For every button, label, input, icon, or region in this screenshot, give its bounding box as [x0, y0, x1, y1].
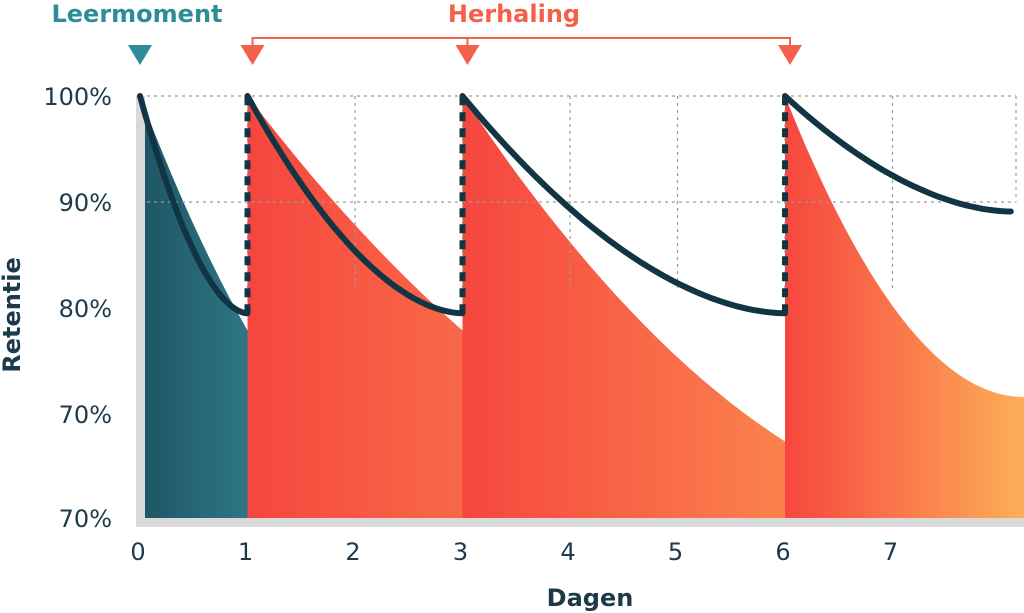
x-tick-label: 6	[775, 538, 790, 566]
x-axis-bar	[136, 518, 1024, 527]
repetition-marker-3	[778, 45, 802, 65]
repetition-area-3	[785, 96, 1024, 518]
x-tick-label: 0	[130, 538, 145, 566]
repetition-bracket	[251, 37, 791, 50]
learning-area	[140, 96, 463, 518]
curve-segment-3	[459, 93, 788, 317]
y-tick-label: 70%	[59, 505, 112, 533]
x-tick-label: 2	[345, 538, 360, 566]
event-markers	[128, 37, 802, 65]
x-tick-label: 4	[560, 538, 575, 566]
x-tick-labels: 0 1 2 3 4 5 6 7	[130, 538, 898, 566]
y-tick-label: 80%	[59, 295, 112, 323]
repetition-area-1	[247, 96, 893, 518]
repetition-marker-1	[240, 45, 265, 65]
x-tick-label: 1	[238, 538, 253, 566]
y-tick-label: 90%	[59, 189, 112, 217]
x-axis-title: Dagen	[547, 584, 634, 612]
x-tick-label: 7	[883, 538, 898, 566]
repetition-marker-2	[455, 45, 480, 65]
repetition-area-2	[462, 96, 1024, 518]
retention-areas	[140, 96, 1024, 518]
repetition-label: Herhaling	[448, 0, 580, 28]
y-tick-label: 70%	[59, 401, 112, 429]
retention-curve	[137, 93, 1014, 317]
learning-moment-marker	[128, 45, 152, 65]
y-tick-label: 100%	[43, 83, 112, 111]
x-tick-label: 5	[668, 538, 683, 566]
y-tick-labels: 100% 90% 80% 70% 70%	[43, 83, 112, 533]
y-axis-title: Retentie	[0, 257, 26, 373]
y-axis-bar	[136, 96, 145, 524]
curve-segment-4	[782, 93, 1014, 215]
curve-segment-2	[244, 93, 466, 317]
learning-moment-label: Leermoment	[51, 0, 222, 28]
x-tick-label: 3	[453, 538, 468, 566]
curve-segment-1	[137, 93, 251, 317]
